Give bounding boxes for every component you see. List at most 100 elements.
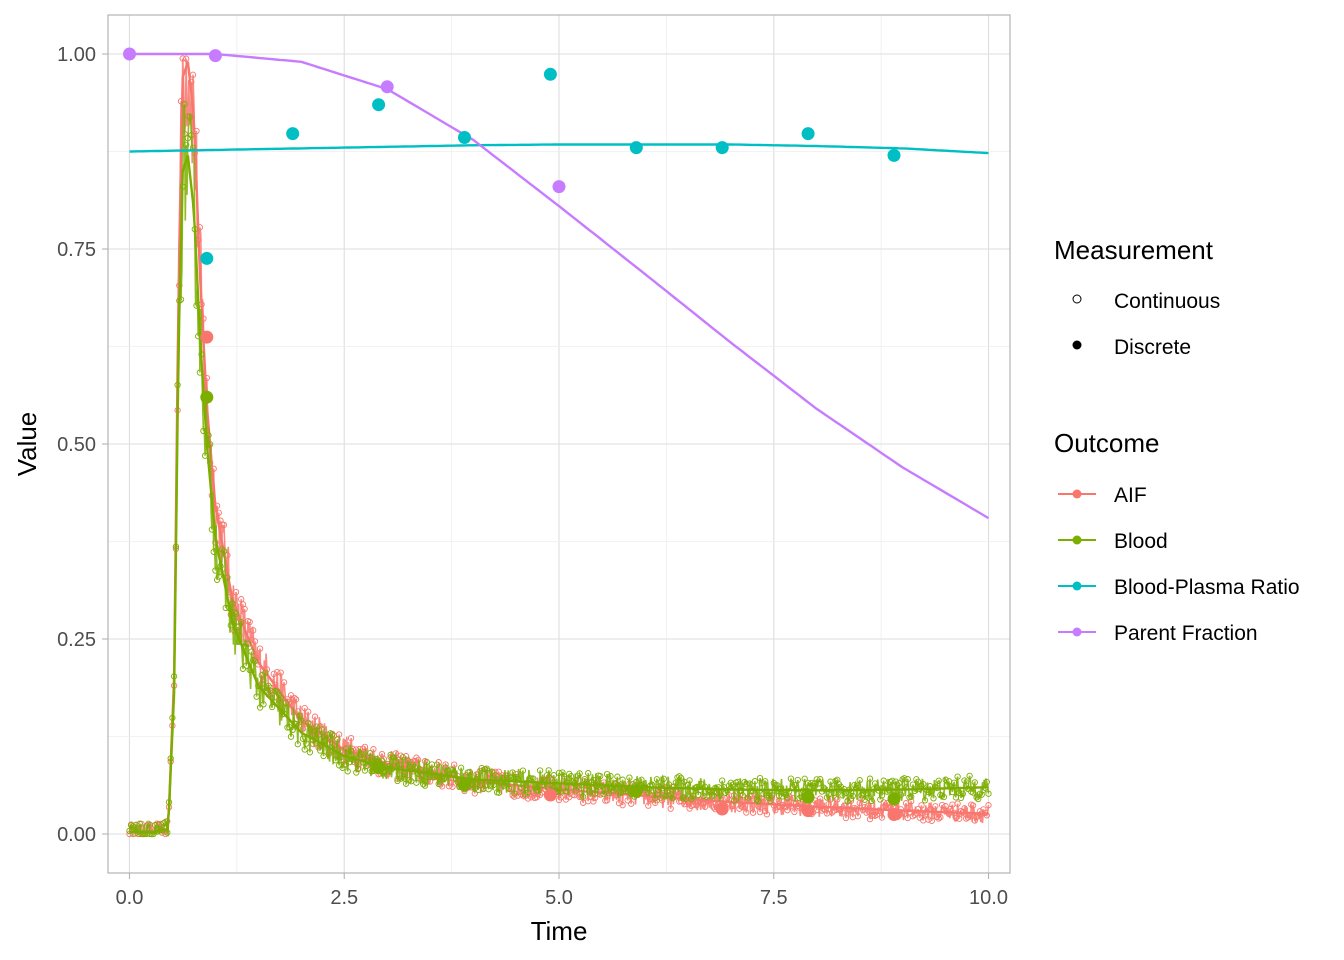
legend-label-aif: AIF — [1114, 484, 1147, 507]
continuous-point — [250, 627, 257, 634]
continuous-point — [280, 679, 288, 686]
legend-entry-aif: AIF — [1058, 484, 1147, 507]
legend-outcome-title: Outcome — [1054, 428, 1160, 458]
continuous-point — [856, 777, 863, 784]
x-tick-label: 2.5 — [330, 887, 358, 909]
continuous-point — [762, 807, 769, 815]
continuous-point — [688, 795, 695, 802]
x-tick-label: 0.0 — [116, 887, 144, 909]
continuous-point — [301, 746, 308, 753]
legend-label-blood-plasma-ratio: Blood-Plasma Ratio — [1114, 576, 1300, 599]
continuous-point — [332, 757, 339, 764]
continuous-point — [959, 790, 966, 797]
continuous-point — [442, 761, 449, 768]
continuous-point — [603, 797, 611, 804]
legend-entry-blood: Blood — [1058, 530, 1168, 553]
continuous-point — [882, 782, 889, 789]
discrete-point-aif — [543, 788, 557, 802]
continuous-point — [689, 801, 697, 808]
continuous-point — [506, 785, 513, 793]
continuous-point — [969, 789, 977, 796]
continuous-point — [892, 778, 899, 785]
continuous-point — [133, 821, 140, 828]
continuous-point — [956, 815, 963, 822]
continuous-point — [878, 814, 886, 821]
legend-entry-parent-fraction: Parent Fraction — [1058, 622, 1258, 645]
continuous-point — [229, 600, 236, 607]
continuous-point — [244, 640, 252, 647]
continuous-point — [624, 797, 631, 804]
continuous-point — [421, 782, 429, 789]
continuous-point — [957, 794, 965, 802]
plot-area — [123, 47, 992, 838]
legend: Measurement Continuous Discrete Outcome … — [1054, 235, 1300, 645]
continuous-point — [262, 669, 269, 677]
continuous-point — [708, 796, 716, 803]
continuous-point — [485, 786, 492, 793]
continuous-point — [669, 794, 676, 802]
continuous-point — [270, 670, 277, 678]
legend-key-open-circle — [1072, 294, 1082, 304]
continuous-point — [787, 775, 795, 782]
discrete-point-parent-fraction — [380, 80, 394, 94]
continuous-point — [842, 814, 850, 822]
continuous-point — [940, 793, 948, 801]
continuous-point — [366, 750, 374, 757]
discrete-point-blood-plasma-ratio — [801, 127, 815, 141]
continuous-point — [305, 708, 312, 715]
continuous-point — [210, 548, 217, 555]
continuous-point — [181, 101, 188, 108]
continuous-point — [937, 814, 944, 821]
continuous-point — [280, 710, 288, 717]
continuous-point — [700, 792, 707, 799]
continuous-point — [762, 778, 769, 785]
x-tick-label: 7.5 — [760, 887, 788, 909]
continuous-point — [590, 776, 597, 784]
continuous-point — [904, 776, 911, 783]
continuous-point — [409, 761, 417, 769]
continuous-point — [282, 699, 289, 706]
continuous-point — [817, 795, 824, 802]
continuous-point — [542, 778, 549, 785]
continuous-point — [775, 797, 783, 804]
continuous-point — [667, 805, 674, 812]
continuous-point — [160, 819, 167, 827]
continuous-point — [930, 795, 937, 802]
continuous-point — [396, 761, 403, 769]
continuous-point — [597, 772, 604, 780]
y-tick-label: 1.00 — [57, 44, 96, 66]
continuous-point — [839, 809, 846, 816]
continuous-point — [768, 792, 776, 799]
continuous-point — [751, 778, 759, 785]
discrete-point-blood — [629, 784, 643, 798]
discrete-point-blood-plasma-ratio — [286, 127, 300, 141]
continuous-point — [311, 713, 319, 720]
continuous-point — [971, 817, 978, 824]
continuous-point — [610, 787, 618, 794]
continuous-point — [829, 809, 836, 816]
continuous-point — [794, 776, 801, 784]
continuous-point — [518, 784, 525, 791]
continuous-point — [585, 770, 592, 777]
legend-label-continuous: Continuous — [1114, 290, 1220, 313]
continuous-point — [401, 770, 408, 778]
continuous-point — [256, 645, 264, 652]
continuous-point — [813, 776, 820, 783]
continuous-point — [509, 769, 516, 776]
legend-label-blood: Blood — [1114, 530, 1168, 553]
continuous-point — [359, 745, 367, 752]
continuous-point — [555, 769, 563, 777]
continuous-point — [347, 747, 355, 755]
continuous-point — [145, 820, 152, 827]
continuous-point — [476, 782, 484, 789]
continuous-point — [743, 809, 750, 816]
continuous-point — [578, 793, 585, 800]
continuous-point — [256, 704, 264, 711]
x-axis-title: Time — [531, 916, 588, 946]
continuous-point — [696, 786, 704, 794]
discrete-point-blood — [200, 390, 214, 404]
discrete-point-blood-plasma-ratio — [887, 148, 901, 162]
continuous-point — [531, 783, 539, 790]
continuous-point — [638, 776, 645, 783]
continuous-point — [873, 811, 880, 818]
